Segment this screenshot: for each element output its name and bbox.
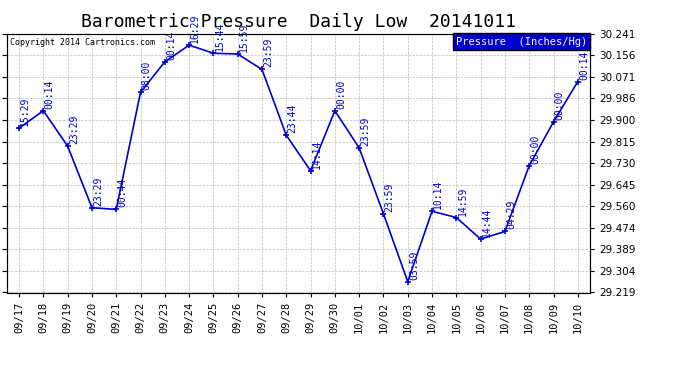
Text: 23:59: 23:59 bbox=[384, 182, 395, 212]
Text: 08:00: 08:00 bbox=[141, 61, 152, 90]
Text: 00:14: 00:14 bbox=[166, 30, 176, 60]
Text: 23:59: 23:59 bbox=[360, 117, 371, 146]
Text: 04:29: 04:29 bbox=[506, 200, 516, 230]
Text: 14:59: 14:59 bbox=[457, 186, 468, 216]
Text: Pressure  (Inches/Hg): Pressure (Inches/Hg) bbox=[456, 36, 587, 46]
Text: 14:14: 14:14 bbox=[312, 140, 322, 169]
Text: 23:44: 23:44 bbox=[288, 104, 297, 133]
Text: 16:29: 16:29 bbox=[190, 14, 200, 43]
Text: 00:00: 00:00 bbox=[336, 80, 346, 109]
Text: 00:00: 00:00 bbox=[555, 90, 564, 120]
Text: 15:29: 15:29 bbox=[20, 97, 30, 126]
Text: 00:00: 00:00 bbox=[531, 134, 540, 164]
Text: 10:14: 10:14 bbox=[433, 180, 443, 209]
Title: Barometric Pressure  Daily Low  20141011: Barometric Pressure Daily Low 20141011 bbox=[81, 13, 516, 31]
Text: 15:44: 15:44 bbox=[215, 22, 225, 51]
Text: 00:14: 00:14 bbox=[45, 80, 55, 109]
Text: 23:29: 23:29 bbox=[69, 115, 79, 144]
Text: Copyright 2014 Cartronics.com: Copyright 2014 Cartronics.com bbox=[10, 38, 155, 46]
Text: 14:44: 14:44 bbox=[482, 208, 492, 237]
Text: 00:44: 00:44 bbox=[117, 178, 128, 207]
Text: 23:29: 23:29 bbox=[93, 176, 103, 206]
Text: 03:59: 03:59 bbox=[409, 250, 419, 280]
Text: 15:59: 15:59 bbox=[239, 22, 249, 52]
Text: 23:59: 23:59 bbox=[263, 38, 273, 68]
Text: 00:14: 00:14 bbox=[579, 50, 589, 80]
